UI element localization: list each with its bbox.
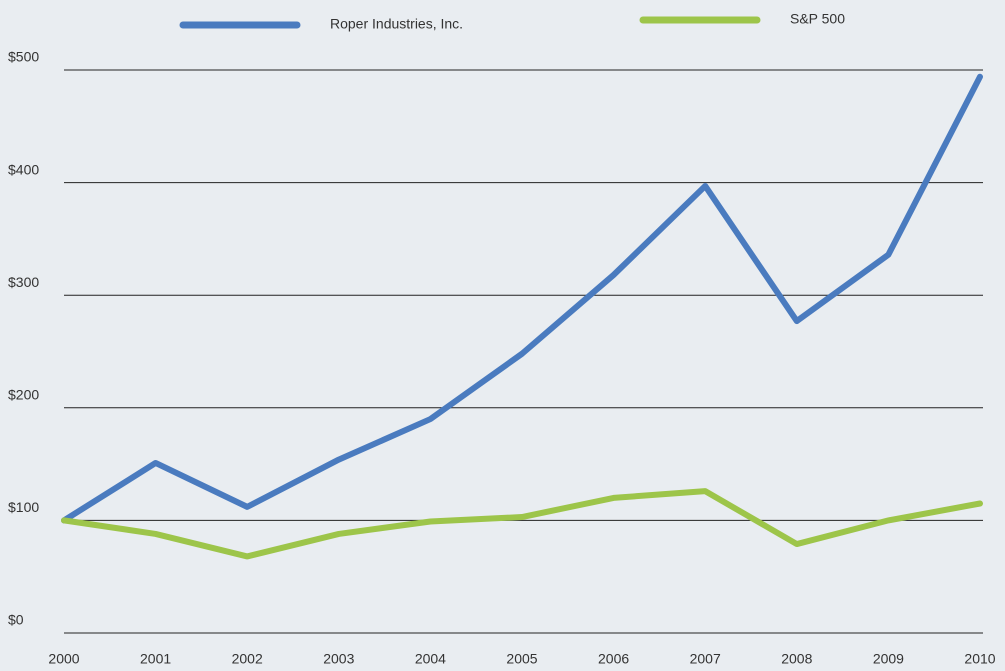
- y-tick-label: $500: [8, 49, 39, 65]
- legend-label: Roper Industries, Inc.: [330, 16, 463, 32]
- x-tick-label: 2000: [48, 651, 79, 667]
- series-line: [61, 488, 983, 560]
- x-tick-label: 2008: [781, 651, 812, 667]
- y-tick-label: $100: [8, 499, 39, 515]
- y-tick-label: $200: [8, 387, 39, 403]
- x-tick-label: 2010: [964, 651, 995, 667]
- y-tick-label: $400: [8, 161, 39, 177]
- x-tick-label: 2005: [506, 651, 537, 667]
- legend-label: S&P 500: [790, 11, 845, 27]
- x-tick-label: 2007: [690, 651, 721, 667]
- x-tick-label: 2004: [415, 651, 446, 667]
- y-tick-label: $0: [8, 612, 24, 628]
- y-tick-label: $300: [8, 274, 39, 290]
- x-tick-label: 2009: [873, 651, 904, 667]
- x-tick-label: 2006: [598, 651, 629, 667]
- series-line: [61, 73, 983, 524]
- x-tick-label: 2001: [140, 651, 171, 667]
- x-tick-label: 2003: [323, 651, 354, 667]
- x-tick-label: 2002: [232, 651, 263, 667]
